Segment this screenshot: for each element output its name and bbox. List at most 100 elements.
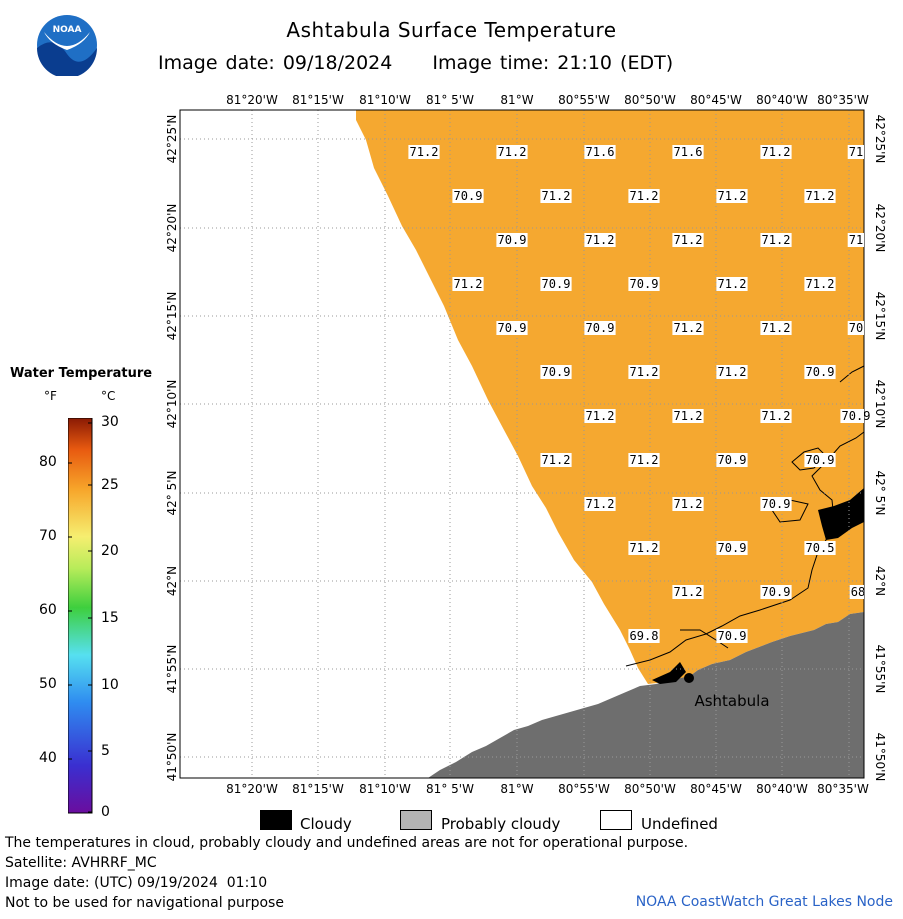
temperature-label-bg xyxy=(760,409,792,423)
legend-unit-f: °F xyxy=(44,389,57,403)
image-datetime: Image date: 09/18/2024 Image time: 21:10 … xyxy=(158,52,673,74)
temperature-value: 71.2 xyxy=(674,233,703,247)
temperature-value: 71.2 xyxy=(542,453,571,467)
legend-f-tick: 70 xyxy=(39,528,57,544)
lon-label: 81°15'W xyxy=(292,93,344,107)
legend-c-tick: 25 xyxy=(101,477,119,493)
temperature-value: 70.9 xyxy=(842,409,871,423)
page-title: Ashtabula Surface Temperature xyxy=(286,18,617,42)
temperature-value: 71.2 xyxy=(674,409,703,423)
temperature-value: 71.2 xyxy=(806,277,835,291)
temperature-label-bg xyxy=(584,145,616,159)
temperature-label-bg xyxy=(760,233,792,247)
latitude-labels-right: 42°25'N 42°20'N 42°15'N 42°10'N 42° 5'N … xyxy=(873,115,887,782)
temperature-value: 71.2 xyxy=(630,453,659,467)
temperature-value: 71 xyxy=(849,145,863,159)
temperature-label-bg xyxy=(628,277,660,291)
temperature-label-bg xyxy=(716,541,748,555)
temperature-value: 71.2 xyxy=(410,145,439,159)
temperature-value: 70.9 xyxy=(806,453,835,467)
temperature-value: 71.2 xyxy=(762,233,791,247)
temperature-value: 71.2 xyxy=(630,541,659,555)
lat-label: 42°10'N xyxy=(873,380,887,429)
temperature-label-bg xyxy=(840,409,864,423)
temperature-value: 70.9 xyxy=(718,629,747,643)
lat-label: 41°50'N xyxy=(873,733,887,782)
temperature-value: 69.8 xyxy=(630,629,659,643)
temperature-value: 70.9 xyxy=(718,541,747,555)
temperature-value: 71.2 xyxy=(806,189,835,203)
lon-label: 80°40'W xyxy=(756,93,808,107)
lon-label: 80°35'W xyxy=(817,93,869,107)
legend-f-tick: 80 xyxy=(39,454,57,470)
temperature-label-bg xyxy=(584,233,616,247)
temperature-value: 68 xyxy=(851,585,865,599)
temperature-label-bg xyxy=(628,541,660,555)
temperature-label-bg xyxy=(452,277,484,291)
temperature-label-bg xyxy=(847,233,864,247)
key-probably-cloudy-label: Probably cloudy xyxy=(441,815,561,833)
lat-label: 42°15'N xyxy=(165,292,179,341)
credit-text: NOAA CoastWatch Great Lakes Node xyxy=(635,894,893,910)
lon-label: 81°20'W xyxy=(226,93,278,107)
temperature-labels: 71.2 71.2 71.6 71.6 71.2 71 70.9 71.2 71.2 71.2 71… xyxy=(408,145,870,643)
lon-label: 80°45'W xyxy=(690,782,742,796)
temperature-value: 70.9 xyxy=(630,277,659,291)
temperature-value: 71 xyxy=(849,233,863,247)
temperature-value: 71.2 xyxy=(762,145,791,159)
temperature-value: 70 xyxy=(849,321,863,335)
temperature-value: 71.2 xyxy=(586,233,615,247)
temperature-value: 70.9 xyxy=(498,233,527,247)
temperature-label-bg xyxy=(672,233,704,247)
lon-label: 80°35'W xyxy=(817,782,869,796)
temperature-value: 71.2 xyxy=(630,189,659,203)
temperature-value: 70.9 xyxy=(718,453,747,467)
temperature-label-bg xyxy=(672,497,704,511)
lon-label: 81°W xyxy=(500,782,533,796)
longitude-labels-top: 81°20'W 81°15'W 81°10'W 81° 5'W 81°W 80°… xyxy=(226,93,869,107)
image-date: Image date: 09/18/2024 xyxy=(158,52,393,74)
lat-label: 42°N xyxy=(873,566,887,596)
lon-label: 81° 5'W xyxy=(426,93,474,107)
ashtabula-marker xyxy=(684,673,694,683)
temperature-value: 71.2 xyxy=(498,145,527,159)
map-frame xyxy=(179,109,865,779)
lon-label: 81°10'W xyxy=(359,93,411,107)
temperature-value: 70.9 xyxy=(498,321,527,335)
temperature-value: 70.9 xyxy=(762,497,791,511)
temperature-label-bg xyxy=(628,365,660,379)
temperature-label-bg xyxy=(452,189,484,203)
temperature-label-bg xyxy=(716,629,748,643)
temperature-value: 71.6 xyxy=(586,145,615,159)
temperature-value: 71.2 xyxy=(674,497,703,511)
temperature-label-bg xyxy=(408,145,440,159)
color-bar xyxy=(67,417,98,822)
land-area xyxy=(428,612,864,778)
cloudy-patches xyxy=(652,488,864,684)
logo-text: NOAA xyxy=(53,25,82,35)
legend-c-tick: 30 xyxy=(101,414,119,430)
temperature-label-bg xyxy=(847,145,864,159)
lat-label: 42°20'N xyxy=(165,204,179,253)
temperature-label-bg xyxy=(672,585,704,599)
temperature-label-bg xyxy=(760,145,792,159)
lon-label: 80°50'W xyxy=(624,93,676,107)
lat-label: 41°50'N xyxy=(165,733,179,782)
temperature-label-bg xyxy=(716,189,748,203)
temperature-label-bg xyxy=(804,541,836,555)
temperature-value: 71.2 xyxy=(674,585,703,599)
temperature-label-bg xyxy=(672,321,704,335)
lat-label: 42°N xyxy=(165,566,179,596)
utc-date-text: Image date: (UTC) 09/19/2024 01:10 xyxy=(5,875,268,891)
temperature-label-bg xyxy=(628,189,660,203)
lon-label: 80°50'W xyxy=(624,782,676,796)
temperature-label-bg xyxy=(628,453,660,467)
lon-label: 81°20'W xyxy=(226,782,278,796)
temperature-label-bg xyxy=(760,497,792,511)
temperature-value: 71.2 xyxy=(762,321,791,335)
lat-label: 42°20'N xyxy=(873,204,887,253)
temperature-value: 70.5 xyxy=(806,541,835,555)
satellite-text: Satellite: AVHRRF_MC xyxy=(5,855,157,871)
key-cloudy-label: Cloudy xyxy=(300,815,352,833)
